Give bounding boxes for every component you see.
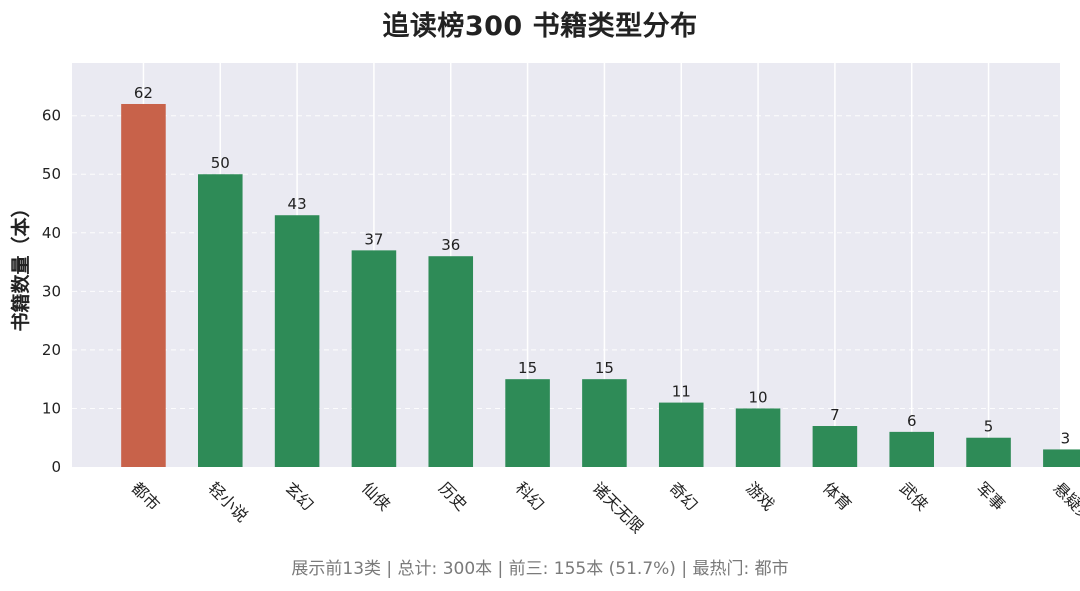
bar-都市 bbox=[121, 103, 166, 467]
value-label: 5 bbox=[984, 418, 994, 436]
bar-武侠 bbox=[889, 431, 935, 467]
bar-悬疑灵异 bbox=[1043, 449, 1080, 467]
x-tick-label: 体育 bbox=[819, 478, 855, 514]
value-label: 62 bbox=[134, 84, 153, 102]
x-tick-label: 历史 bbox=[435, 478, 471, 514]
bar-仙侠 bbox=[351, 250, 397, 467]
x-tick-label: 玄幻 bbox=[281, 478, 317, 514]
x-tick-label: 诸天无限 bbox=[589, 478, 648, 537]
bar-科幻 bbox=[505, 379, 550, 467]
y-tick-label: 30 bbox=[42, 282, 61, 300]
y-tick-label: 50 bbox=[42, 165, 61, 183]
chart-title: 追读榜300 书籍类型分布 bbox=[382, 11, 698, 42]
bar-军事 bbox=[966, 437, 1011, 467]
x-tick-label: 都市 bbox=[128, 478, 164, 514]
value-label: 3 bbox=[1061, 429, 1071, 447]
x-tick-label: 仙侠 bbox=[358, 478, 394, 514]
value-label: 15 bbox=[518, 359, 537, 377]
x-tick-label: 轻小说 bbox=[204, 478, 251, 525]
x-tick-label: 奇幻 bbox=[665, 478, 701, 514]
x-tick-label: 游戏 bbox=[742, 478, 778, 514]
chart-footer: 展示前13类 | 总计: 300本 | 前三: 155本 (51.7%) | 最… bbox=[291, 559, 789, 579]
value-label: 7 bbox=[830, 406, 840, 424]
y-tick-label: 0 bbox=[51, 458, 61, 476]
y-tick-label: 40 bbox=[42, 224, 61, 242]
y-axis-label: 书籍数量（本） bbox=[9, 198, 32, 331]
x-tick-label: 悬疑灵异 bbox=[1050, 478, 1080, 537]
y-tick-label: 60 bbox=[42, 107, 61, 125]
bar-奇幻 bbox=[658, 402, 704, 467]
x-tick-label: 军事 bbox=[973, 478, 1009, 514]
x-tick-label: 武侠 bbox=[896, 478, 932, 514]
value-label: 10 bbox=[749, 388, 768, 406]
value-label: 36 bbox=[441, 236, 460, 254]
y-tick-label: 10 bbox=[42, 399, 61, 417]
bar-历史 bbox=[428, 256, 474, 467]
y-tick-label: 20 bbox=[42, 341, 61, 359]
value-label: 15 bbox=[595, 359, 614, 377]
value-label: 37 bbox=[364, 230, 383, 248]
value-label: 6 bbox=[907, 412, 917, 430]
bar-玄幻 bbox=[274, 215, 320, 467]
bar-轻小说 bbox=[197, 174, 243, 467]
value-label: 11 bbox=[672, 383, 691, 401]
x-tick-label: 科幻 bbox=[512, 478, 548, 514]
value-label: 43 bbox=[288, 195, 307, 213]
bar-游戏 bbox=[735, 408, 781, 467]
value-label: 50 bbox=[211, 154, 230, 172]
bar-诸天无限 bbox=[582, 379, 627, 467]
bar-体育 bbox=[812, 426, 858, 467]
